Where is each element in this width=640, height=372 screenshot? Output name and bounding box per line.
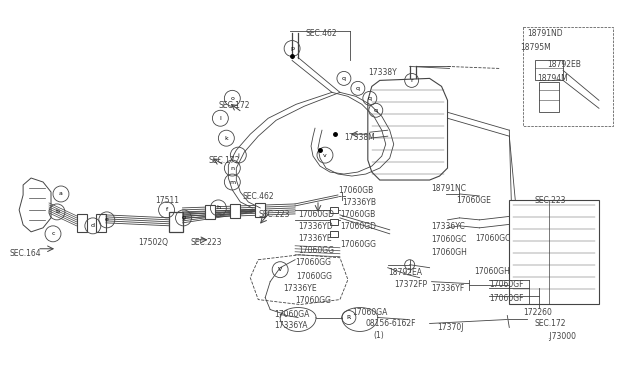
Text: e: e — [105, 217, 109, 222]
Text: b: b — [55, 209, 59, 214]
Text: p: p — [290, 46, 294, 51]
Text: 17336YF: 17336YF — [431, 283, 465, 293]
Text: 18792EA: 18792EA — [388, 268, 422, 277]
Text: j: j — [237, 153, 239, 158]
Text: 18791ND: 18791ND — [527, 29, 563, 38]
Text: SEC.172: SEC.172 — [209, 156, 240, 165]
Text: SEC.172: SEC.172 — [218, 101, 250, 110]
Bar — [77, 214, 87, 232]
Text: (1): (1) — [374, 331, 385, 340]
Text: 17060GG: 17060GG — [296, 272, 332, 281]
Text: SEC.223: SEC.223 — [534, 196, 566, 205]
Text: c: c — [51, 231, 55, 236]
Text: SEC.164: SEC.164 — [9, 249, 41, 258]
Text: 17060GG: 17060GG — [340, 240, 376, 249]
Text: 17336YE: 17336YE — [283, 283, 317, 293]
Text: 17511: 17511 — [156, 196, 180, 205]
Bar — [524, 26, 613, 126]
Text: f: f — [166, 208, 168, 212]
Text: 17336YA: 17336YA — [274, 321, 308, 330]
Text: 17060GG: 17060GG — [295, 258, 331, 267]
Text: 18795M: 18795M — [520, 42, 551, 52]
Text: q: q — [342, 76, 346, 81]
Text: 17060GG: 17060GG — [295, 296, 331, 305]
Bar — [168, 212, 182, 232]
Text: h: h — [216, 205, 220, 211]
Text: SEC.172: SEC.172 — [534, 320, 566, 328]
Text: 17338M: 17338M — [344, 133, 374, 142]
Text: 18791NC: 18791NC — [431, 184, 467, 193]
Text: 17060GH: 17060GH — [431, 248, 467, 257]
Text: n: n — [230, 166, 234, 171]
Text: d: d — [91, 223, 95, 228]
Text: 17060GA: 17060GA — [352, 308, 387, 317]
Text: g: g — [182, 215, 186, 220]
Bar — [230, 204, 240, 218]
Text: SEC.462: SEC.462 — [305, 29, 337, 38]
Bar — [539, 82, 559, 112]
Text: 17060GF: 17060GF — [490, 294, 524, 302]
Text: a: a — [59, 192, 63, 196]
Bar — [205, 205, 216, 219]
Text: 17336YD: 17336YD — [298, 222, 333, 231]
Bar — [535, 61, 563, 80]
Text: q: q — [374, 108, 378, 113]
Text: q: q — [356, 86, 360, 91]
Text: 17060GB: 17060GB — [340, 210, 375, 219]
Text: 17060GB: 17060GB — [338, 186, 373, 195]
Text: 17060GD: 17060GD — [340, 222, 376, 231]
Text: r: r — [410, 78, 413, 83]
Text: 172260: 172260 — [524, 308, 552, 317]
Text: 17370J: 17370J — [438, 324, 464, 333]
Text: SEC.223: SEC.223 — [191, 238, 222, 247]
Text: 17336YB: 17336YB — [342, 198, 376, 207]
Bar — [330, 207, 338, 213]
Text: .J73000: .J73000 — [547, 333, 576, 341]
Text: m: m — [229, 180, 236, 185]
Text: 17338Y: 17338Y — [368, 68, 397, 77]
Text: o: o — [230, 96, 234, 101]
Text: 17060GC: 17060GC — [431, 235, 467, 244]
Text: SEC.223: SEC.223 — [258, 210, 290, 219]
Text: 08156-6162F: 08156-6162F — [366, 320, 417, 328]
Text: SEC.462: SEC.462 — [243, 192, 274, 201]
Text: 17060GC: 17060GC — [476, 234, 511, 243]
Text: 17060GF: 17060GF — [490, 280, 524, 289]
Text: R: R — [347, 315, 351, 320]
Text: 18794M: 18794M — [537, 74, 568, 83]
Bar — [330, 219, 338, 225]
Bar — [509, 200, 599, 304]
Text: 17060GH: 17060GH — [474, 267, 510, 276]
Bar — [330, 231, 338, 237]
Text: 17372FP: 17372FP — [394, 280, 427, 289]
Bar — [255, 203, 265, 217]
Text: 17336YE: 17336YE — [298, 234, 332, 243]
Text: l: l — [220, 116, 221, 121]
Text: v: v — [323, 153, 327, 158]
Text: k: k — [225, 136, 228, 141]
Bar — [96, 214, 106, 232]
Text: 17060GA: 17060GA — [274, 310, 310, 318]
Text: 18792EB: 18792EB — [547, 61, 581, 70]
Text: 17060GG: 17060GG — [298, 246, 334, 255]
Text: q: q — [368, 96, 372, 101]
Text: 17060GD: 17060GD — [298, 210, 334, 219]
Text: 17502Q: 17502Q — [139, 238, 169, 247]
Text: V: V — [278, 267, 282, 272]
Text: 17060GE: 17060GE — [456, 196, 492, 205]
Text: 17336YC: 17336YC — [431, 222, 465, 231]
